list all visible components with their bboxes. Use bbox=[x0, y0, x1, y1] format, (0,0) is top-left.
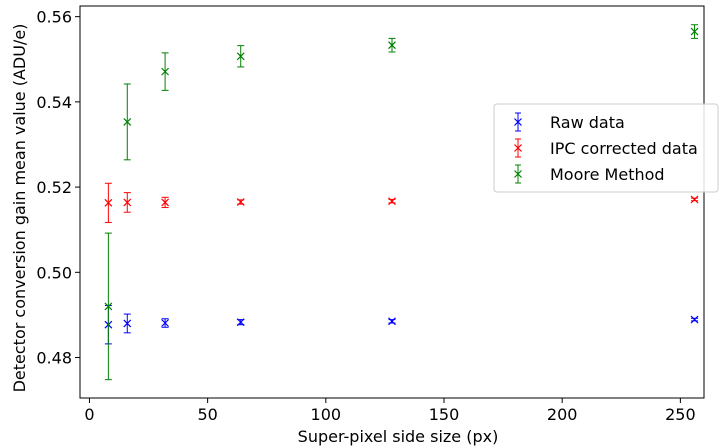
y-tick-label: 0.54 bbox=[36, 93, 72, 112]
y-tick-label: 0.56 bbox=[36, 8, 72, 27]
legend-box bbox=[493, 103, 719, 193]
x-tick-label: 150 bbox=[429, 405, 460, 424]
x-tick-label: 50 bbox=[197, 405, 217, 424]
legend-label: Moore Method bbox=[550, 165, 665, 184]
data-point bbox=[690, 195, 699, 204]
series-1 bbox=[104, 182, 699, 223]
data-point bbox=[388, 317, 396, 326]
data-point bbox=[236, 198, 245, 206]
plot-frame bbox=[79, 5, 705, 399]
data-point bbox=[123, 198, 132, 207]
x-axis-label: Super-pixel side size (px) bbox=[298, 427, 499, 446]
data-point bbox=[388, 197, 396, 206]
data-point bbox=[236, 318, 245, 327]
legend-swatch bbox=[514, 164, 522, 184]
x-tick-label: 0 bbox=[84, 405, 94, 424]
legend-swatch-marker bbox=[514, 144, 522, 152]
data-point bbox=[236, 52, 245, 61]
data-point bbox=[123, 117, 132, 126]
legend-swatch-marker bbox=[514, 118, 522, 126]
data-point bbox=[123, 319, 132, 328]
legend-label: Raw data bbox=[550, 113, 625, 132]
x-tick-label: 250 bbox=[665, 405, 696, 424]
legend-swatch bbox=[514, 112, 522, 132]
data-point bbox=[690, 27, 699, 36]
legend-swatch bbox=[514, 138, 522, 158]
y-tick-label: 0.50 bbox=[36, 263, 72, 282]
legend-swatch-marker bbox=[514, 170, 522, 178]
data-point bbox=[104, 302, 113, 311]
data-point bbox=[161, 67, 170, 76]
y-tick-label: 0.52 bbox=[36, 178, 72, 197]
series-2 bbox=[104, 24, 699, 381]
data-point bbox=[161, 319, 170, 327]
x-tick-label: 200 bbox=[547, 405, 578, 424]
data-point bbox=[104, 198, 113, 207]
series-0 bbox=[104, 305, 699, 345]
data-point bbox=[388, 41, 396, 50]
data-point bbox=[161, 198, 170, 207]
legend-label: IPC corrected data bbox=[550, 139, 698, 158]
data-point bbox=[690, 315, 699, 324]
x-tick-label: 100 bbox=[311, 405, 342, 424]
y-tick-label: 0.48 bbox=[36, 349, 72, 368]
y-axis-label: Detector conversion gain mean value (ADU… bbox=[10, 24, 29, 393]
